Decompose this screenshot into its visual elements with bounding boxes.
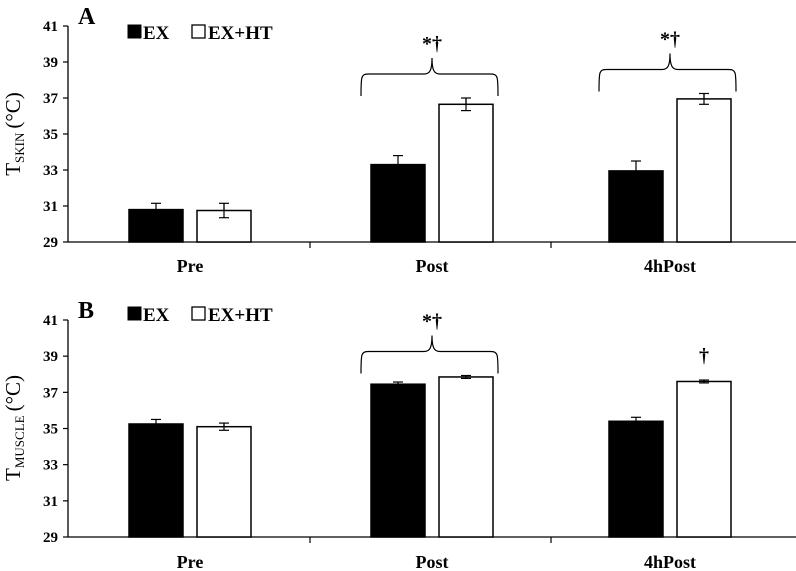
significance-marker: *† <box>422 33 442 55</box>
legend-label-ex-ht: EX+HT <box>208 23 273 44</box>
chart-panel-b: 29 31 33 35 37 39 41 Pre Post 4hPost *† † B EX EX+HT TM… <box>1 298 796 571</box>
legend-swatch-ex-ht <box>191 24 206 39</box>
y-axis-title: TSKIN (°C) <box>1 92 27 176</box>
significance-bracket <box>360 57 499 97</box>
x-tick-label: Pre <box>177 256 204 276</box>
x-tick-label: Post <box>416 256 449 276</box>
legend-label-ex: EX <box>143 305 170 326</box>
legend-label-ex-ht: EX+HT <box>208 305 273 326</box>
y-tick-label: 31 <box>43 494 58 510</box>
legend-swatch-ex <box>127 24 142 39</box>
bar-ex-pre <box>128 423 184 538</box>
bar-ex-pre <box>128 208 184 243</box>
legend-swatch-ex <box>127 306 142 321</box>
x-tick-label: Post <box>416 552 449 571</box>
y-axis-title-unit: (°C) <box>1 375 25 411</box>
bar-ex-ht-post <box>438 376 494 538</box>
panel-label: A <box>78 4 96 30</box>
y-tick-label: 41 <box>43 313 58 329</box>
y-tick-label: 35 <box>43 422 58 438</box>
legend: EX EX+HT <box>127 23 273 44</box>
bar-ex-4hpost <box>608 420 664 538</box>
significance-bracket <box>360 335 499 374</box>
bar-ex-post <box>370 383 426 538</box>
panel-label: B <box>78 298 94 324</box>
y-tick-label: 33 <box>43 163 58 179</box>
bar-ex-ht-4hpost <box>676 98 732 243</box>
y-axis-title: TMUSCLE (°C) <box>1 375 27 481</box>
y-axis-title-subscript: MUSCLE <box>12 415 27 468</box>
significance-marker: † <box>699 345 709 367</box>
significance-marker: *† <box>422 311 442 333</box>
y-axis-title-subscript: SKIN <box>12 132 27 163</box>
y-axis-title-unit: (°C) <box>1 92 25 128</box>
bar-ex-ht-pre <box>196 425 252 538</box>
legend-swatch-ex-ht <box>191 306 206 321</box>
legend: EX EX+HT <box>127 305 273 326</box>
x-tick-label: 4hPost <box>644 552 696 571</box>
y-tick-label: 33 <box>43 458 58 474</box>
y-tick-label: 29 <box>43 235 58 251</box>
x-tick-label: 4hPost <box>644 256 696 276</box>
x-tick-label: Pre <box>177 552 204 571</box>
legend-label-ex: EX <box>143 23 170 44</box>
y-axis-title-main: T <box>1 468 25 481</box>
y-tick-label: 39 <box>43 349 58 365</box>
y-tick-label: 29 <box>43 530 58 546</box>
bar-ex-post <box>370 163 426 243</box>
y-tick-label: 35 <box>43 127 58 143</box>
chart-panel-a: 29 31 33 35 37 39 41 Pre Post 4hPost *† *† A EX EX+HT T… <box>1 4 796 276</box>
y-tick-label: 41 <box>43 19 58 35</box>
bar-ex-4hpost <box>608 170 664 243</box>
y-tick-label: 37 <box>43 385 59 401</box>
y-tick-label: 39 <box>43 55 58 71</box>
bar-ex-ht-4hpost <box>676 380 732 538</box>
y-tick-label: 31 <box>43 199 58 215</box>
y-axis-title-main: T <box>1 163 25 176</box>
bar-ex-ht-post <box>438 103 494 243</box>
y-tick-label: 37 <box>43 91 59 107</box>
significance-marker: *† <box>660 29 680 51</box>
significance-bracket <box>598 53 737 92</box>
